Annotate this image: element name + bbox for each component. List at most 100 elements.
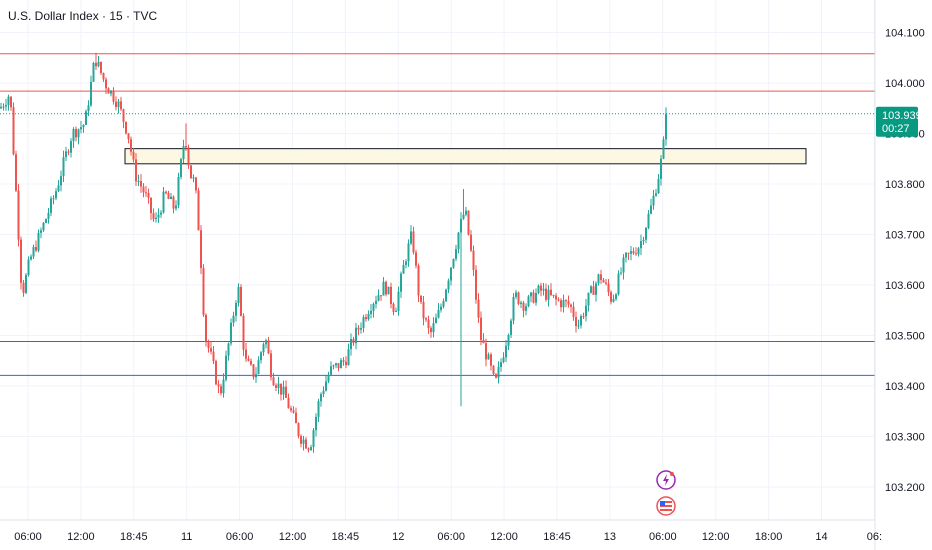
candle-body bbox=[267, 340, 270, 354]
candle-body bbox=[247, 358, 250, 361]
candle-body bbox=[50, 198, 52, 213]
candle-body bbox=[100, 61, 102, 73]
candle-body bbox=[430, 328, 432, 333]
candle-body bbox=[232, 315, 235, 323]
candle-body bbox=[250, 360, 252, 365]
candle-body bbox=[235, 302, 237, 316]
x-tick-label: 12:00 bbox=[279, 531, 307, 543]
y-tick-label: 103.800 bbox=[885, 179, 925, 191]
candle-body bbox=[462, 214, 465, 219]
candle-body bbox=[367, 314, 370, 320]
candle-body bbox=[645, 227, 647, 240]
candle-body bbox=[312, 430, 315, 448]
candle-body bbox=[222, 379, 225, 394]
candle-body bbox=[55, 191, 57, 199]
candle-body bbox=[127, 133, 130, 140]
candle-body bbox=[472, 250, 475, 270]
candle-body bbox=[420, 295, 422, 302]
candle-body bbox=[185, 146, 187, 148]
candle-body bbox=[575, 316, 577, 327]
candle-body bbox=[150, 197, 152, 214]
candle-body bbox=[495, 374, 497, 378]
candle-body bbox=[570, 304, 572, 307]
candle-body bbox=[547, 289, 550, 300]
price-axis[interactable]: 104.100104.000103.900103.800103.700103.6… bbox=[885, 28, 925, 495]
candle-body bbox=[305, 439, 307, 449]
supply-zone-rectangle[interactable] bbox=[124, 148, 807, 165]
candle-body bbox=[390, 286, 392, 305]
candle-body bbox=[512, 297, 515, 321]
candle-body bbox=[490, 354, 492, 366]
candle-body bbox=[432, 323, 435, 333]
candle-body bbox=[157, 214, 160, 218]
candle-body bbox=[152, 213, 155, 220]
candle-body bbox=[567, 301, 570, 305]
candle-body bbox=[395, 310, 397, 312]
candle-body bbox=[82, 125, 85, 128]
candle-body bbox=[315, 416, 317, 431]
candle-body bbox=[5, 105, 7, 107]
candle-body bbox=[612, 298, 615, 302]
candle-body bbox=[302, 439, 305, 444]
candle-body bbox=[540, 285, 542, 291]
last-price-value: 103.939 bbox=[882, 110, 922, 122]
candle-body bbox=[280, 383, 282, 395]
candle-body bbox=[155, 217, 157, 220]
candle-body bbox=[615, 294, 617, 299]
time-axis[interactable]: 06:00 12:00 18:45 11 06:00 12:00 18:45 12 06:00 1… bbox=[14, 531, 882, 543]
candle-body bbox=[527, 296, 530, 307]
us-flag-event-icon[interactable] bbox=[656, 496, 676, 516]
candle-body bbox=[77, 129, 80, 138]
candle-body bbox=[95, 62, 97, 67]
candle-body bbox=[47, 212, 50, 220]
candle-body bbox=[45, 219, 47, 223]
candle-body bbox=[107, 88, 110, 94]
candle-body bbox=[557, 299, 560, 301]
candle-body bbox=[572, 306, 575, 317]
candle-body bbox=[365, 317, 367, 320]
candle-body bbox=[42, 222, 45, 231]
candle-body bbox=[515, 292, 517, 298]
candle-body bbox=[357, 327, 360, 330]
candle-body bbox=[242, 315, 245, 350]
lightning-event-icon[interactable] bbox=[656, 470, 676, 490]
grid-lines bbox=[0, 0, 875, 520]
candle-body bbox=[160, 212, 162, 215]
candle-body bbox=[210, 348, 212, 352]
candle-body bbox=[362, 317, 365, 329]
candle-body bbox=[307, 448, 310, 451]
y-tick-label: 103.200 bbox=[885, 482, 925, 494]
candle-body bbox=[230, 322, 232, 344]
candle-body bbox=[385, 281, 387, 295]
candle-body bbox=[600, 274, 602, 280]
candle-body bbox=[120, 101, 122, 110]
x-tick-label: 12:00 bbox=[490, 531, 518, 543]
candle-body bbox=[135, 159, 137, 182]
chart-title: U.S. Dollar Index · 15 · TVC bbox=[8, 9, 158, 23]
candle-body bbox=[190, 165, 192, 179]
candle-body bbox=[635, 253, 637, 255]
candle-body bbox=[502, 357, 505, 363]
candle-body bbox=[662, 139, 665, 159]
candle-body bbox=[265, 340, 267, 345]
candle-body bbox=[370, 310, 372, 315]
candle-body bbox=[640, 241, 642, 249]
candle-body bbox=[657, 178, 660, 194]
candle-body bbox=[335, 363, 337, 366]
candle-body bbox=[200, 230, 202, 269]
candle-body bbox=[322, 390, 325, 395]
candle-body bbox=[270, 353, 272, 378]
candle-body bbox=[125, 121, 127, 134]
candle-body bbox=[75, 128, 77, 138]
candle-body bbox=[405, 261, 407, 265]
candle-body bbox=[145, 192, 147, 194]
candle-body bbox=[352, 339, 355, 344]
candle-body bbox=[122, 109, 125, 122]
candle-body bbox=[70, 141, 72, 153]
candle-body bbox=[520, 302, 522, 304]
candle-body bbox=[130, 139, 132, 152]
candle-body bbox=[285, 386, 287, 398]
candle-body bbox=[192, 177, 195, 179]
x-tick-label: 18:00 bbox=[755, 531, 783, 543]
